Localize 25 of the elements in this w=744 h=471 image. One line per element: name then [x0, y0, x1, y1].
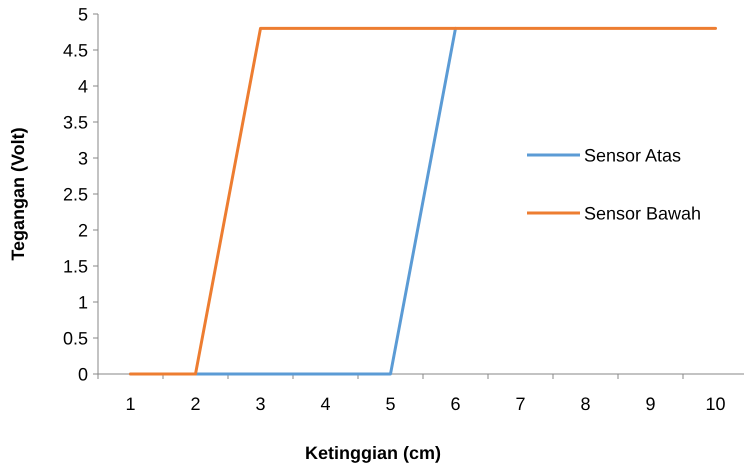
y-axis-title: Tegangan (Volt) — [8, 127, 28, 261]
x-axis-title: Ketinggian (cm) — [304, 443, 442, 463]
x-tick-label: 4 — [320, 394, 331, 414]
y-tick-label: 4.5 — [62, 40, 88, 60]
y-tick-label: 4 — [78, 76, 88, 96]
x-tick-label: 8 — [580, 394, 591, 414]
x-tick-label: 9 — [645, 394, 656, 414]
x-tick-label: 7 — [515, 394, 526, 414]
y-tick-label: 5 — [78, 4, 88, 24]
x-tick-label: 6 — [450, 394, 461, 414]
x-tick-label: 2 — [190, 394, 201, 414]
legend-label: Sensor Atas — [584, 145, 682, 166]
x-tick-label: 3 — [255, 394, 266, 414]
x-tick-label: 5 — [385, 394, 396, 414]
y-tick-label: 1.5 — [62, 256, 88, 276]
y-tick-label: 3.5 — [62, 112, 88, 132]
y-tick-label: 1 — [78, 292, 88, 312]
legend-label: Sensor Bawah — [584, 203, 702, 224]
x-tick-label: 10 — [705, 394, 726, 414]
x-tick-label: 1 — [125, 394, 136, 414]
y-tick-label: 2 — [78, 220, 88, 240]
y-tick-label: 0.5 — [62, 328, 88, 348]
y-tick-label: 0 — [78, 364, 88, 384]
y-tick-label: 3 — [78, 148, 88, 168]
y-tick-label: 2.5 — [62, 184, 88, 204]
